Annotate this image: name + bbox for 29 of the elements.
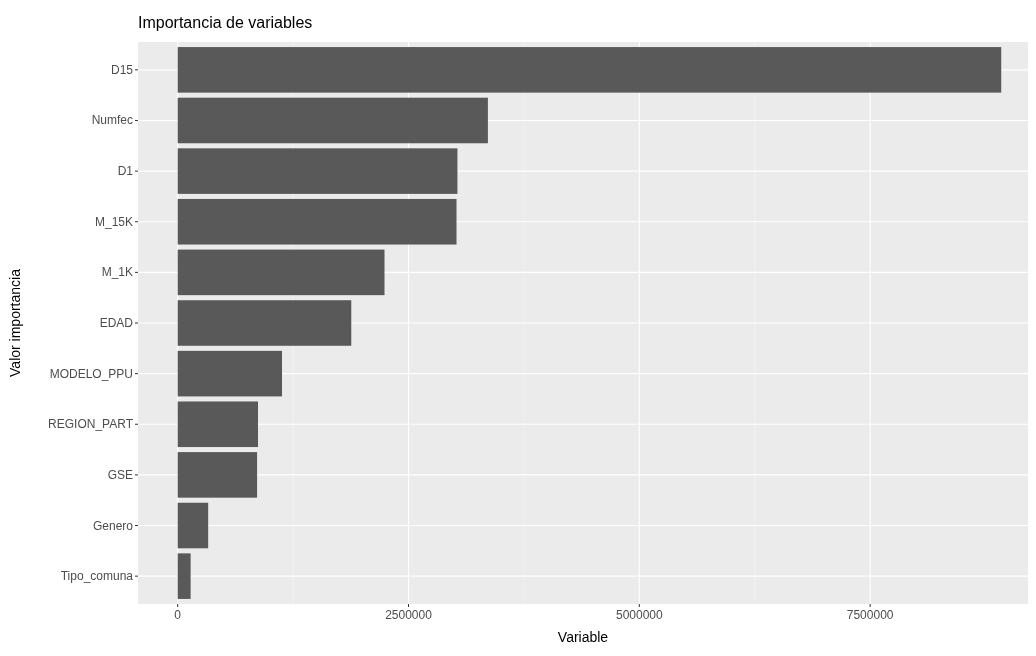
y-axis-title: Valor importancia — [7, 268, 23, 377]
bar — [177, 401, 259, 448]
x-tick-label: 2500000 — [385, 608, 433, 622]
bar — [177, 198, 457, 245]
bar — [177, 300, 352, 346]
y-tick-label: Genero — [92, 518, 134, 533]
y-tick-label: MODELO_PPU — [49, 366, 133, 381]
y-tick-label: M_1K — [101, 265, 133, 280]
x-tick-label: 7500000 — [846, 608, 894, 622]
x-tick-label: 0 — [174, 608, 182, 622]
y-tick-label: M_15K — [94, 214, 133, 229]
bar — [177, 553, 191, 599]
bar — [177, 148, 458, 194]
bar — [177, 97, 488, 144]
y-tick-label: D15 — [110, 62, 134, 77]
y-tick-label: EDAD — [99, 316, 134, 330]
x-axis-title: Variable — [557, 629, 609, 645]
y-tick-label: D1 — [117, 164, 134, 179]
chart-title: Importancia de variables — [138, 14, 313, 31]
bar — [177, 350, 283, 397]
x-tick-label: 5000000 — [615, 608, 663, 622]
y-tick-label: REGION_PART — [48, 417, 134, 432]
bar — [177, 452, 258, 498]
bar — [177, 502, 209, 549]
y-tick-label: GSE — [107, 467, 133, 482]
y-tick-label: Tipo_comuna — [60, 569, 134, 584]
bar — [177, 249, 385, 296]
bar — [177, 47, 1002, 93]
y-tick-label: Numfec — [91, 113, 133, 128]
